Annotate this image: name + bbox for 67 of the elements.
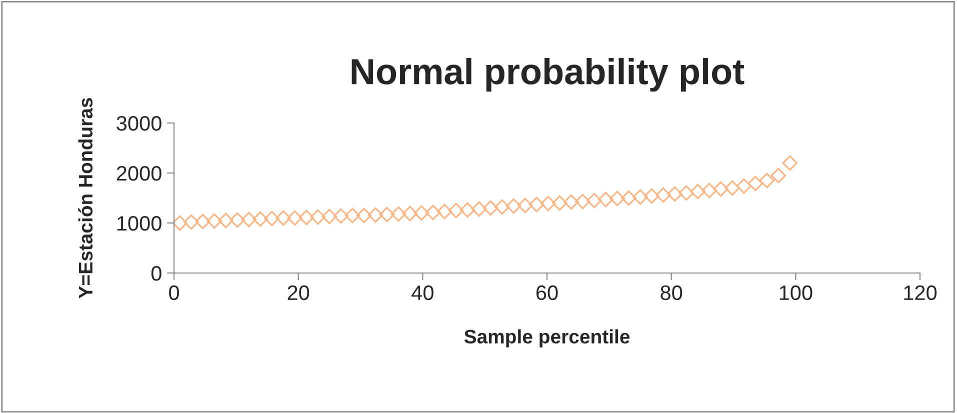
point [494,199,510,215]
point [402,206,418,222]
point [517,198,533,214]
point [552,195,568,211]
point [506,198,522,214]
point [482,200,498,216]
x-tick-label: 100 [780,285,812,300]
point [368,207,384,223]
y-tick-label: 1000 [117,216,162,231]
point [448,202,464,218]
point [759,172,775,188]
point [287,210,303,226]
point [702,182,718,198]
y-tick-label: 2000 [116,166,162,181]
x-tick-label: 20 [288,285,310,300]
point [667,186,683,202]
point [252,211,268,227]
point [678,185,694,201]
point [736,178,752,194]
point [195,214,210,230]
y-axis-title: Y=Estación Honduras [78,98,93,298]
point [206,213,222,229]
point [621,190,636,206]
point [322,208,338,224]
y-tick-label: 0 [151,266,162,281]
point [471,201,487,217]
point [310,209,326,225]
point [241,212,257,228]
point [414,205,430,221]
point [264,210,280,226]
point [184,214,199,230]
x-tick-label: 120 [904,285,937,300]
point [724,180,740,196]
point [276,210,292,226]
point [598,192,614,208]
point [713,181,729,197]
x-tick-label: 40 [412,285,434,300]
point [574,194,590,210]
point [460,202,476,218]
x-axis-title: Sample percentile [464,329,630,348]
point [344,208,360,224]
point [390,206,406,222]
x-tick-label: 0 [169,285,179,300]
x-tick-label: 60 [536,285,558,300]
point [528,196,544,212]
point [586,192,602,208]
point [690,184,706,200]
point [425,204,441,220]
point [333,208,349,224]
point [748,176,764,192]
point [218,212,234,228]
y-tick-label: 3000 [116,116,162,131]
chart-title: Normal probability plot [352,58,744,92]
point [436,204,452,220]
point [770,168,786,184]
point [540,196,556,212]
point [644,188,660,204]
point [230,212,246,228]
point [782,155,798,171]
point [356,208,372,224]
point [610,190,625,206]
point [563,194,579,210]
point [656,187,671,203]
point [632,189,648,205]
point [298,210,314,226]
point [379,206,395,222]
x-tick-label: 80 [660,285,682,300]
